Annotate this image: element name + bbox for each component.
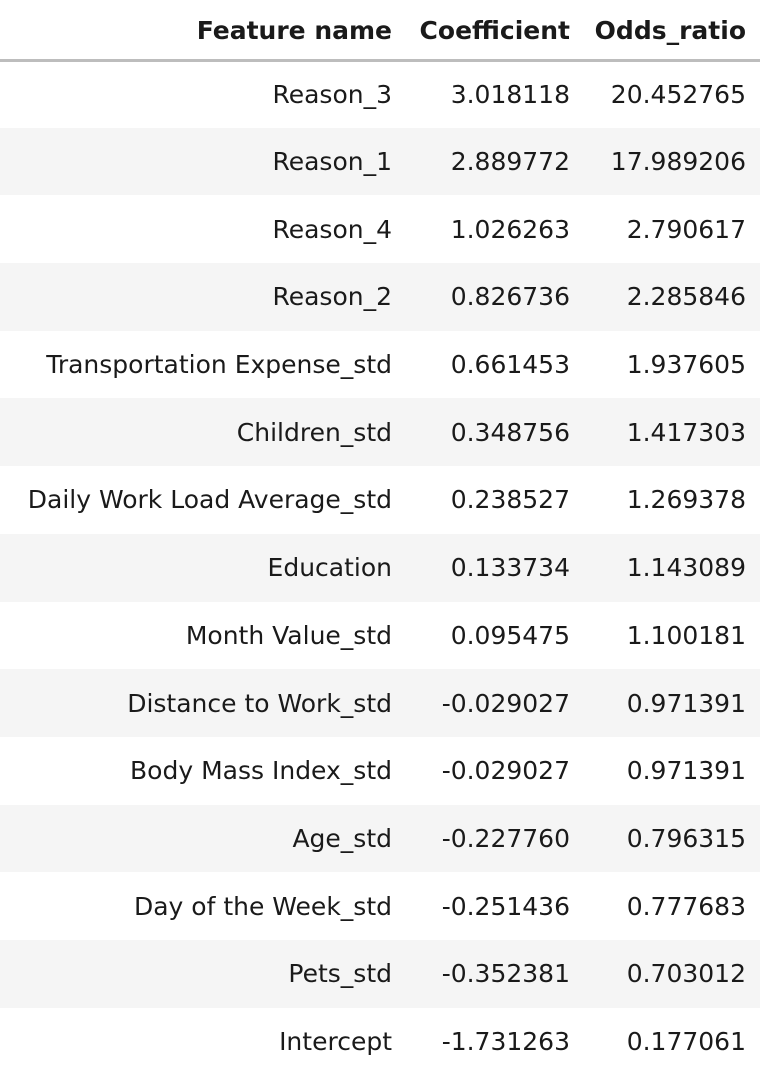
odds-ratio-cell: 0.177061 — [626, 1026, 746, 1056]
odds-ratio-cell: 1.937605 — [626, 350, 746, 380]
table-header: Feature name Coefficient Odds_ratio — [0, 0, 760, 62]
coefficient-cell: 0.238527 — [450, 485, 570, 515]
table-row: Reason_2 0.826736 2.285846 — [0, 263, 760, 331]
table-row: Day of the Week_std -0.251436 0.777683 — [0, 872, 760, 940]
feature-name-cell: Reason_1 — [272, 147, 392, 177]
odds-ratio-cell: 0.971391 — [626, 688, 746, 718]
coefficient-cell: 0.661453 — [450, 350, 570, 380]
odds-ratio-cell: 0.703012 — [626, 959, 746, 989]
feature-name-cell: Distance to Work_std — [127, 688, 392, 718]
odds-ratio-cell: 2.790617 — [626, 214, 746, 244]
table-body: Reason_3 3.018118 20.452765 Reason_1 2.8… — [0, 60, 760, 1075]
coefficient-cell: 2.889772 — [450, 147, 570, 177]
feature-name-cell: Intercept — [279, 1026, 392, 1056]
feature-name-cell: Body Mass Index_std — [130, 756, 392, 786]
odds-ratio-cell: 2.285846 — [626, 282, 746, 312]
feature-name-cell: Education — [267, 553, 392, 583]
feature-name-cell: Reason_3 — [272, 80, 392, 110]
table-row: Intercept -1.731263 0.177061 — [0, 1008, 760, 1076]
table-row: Body Mass Index_std -0.029027 0.971391 — [0, 737, 760, 805]
odds-ratio-cell: 0.777683 — [626, 891, 746, 921]
table-row: Pets_std -0.352381 0.703012 — [0, 939, 760, 1008]
coefficient-cell: -0.251436 — [441, 891, 570, 921]
odds-ratio-cell: 1.100181 — [626, 620, 746, 650]
feature-name-cell: Children_std — [236, 417, 392, 447]
column-header-coefficient: Coefficient — [406, 0, 584, 62]
coefficient-cell: -1.731263 — [441, 1026, 570, 1056]
odds-ratio-cell: 0.796315 — [626, 823, 746, 853]
table-row: Transportation Expense_std 0.661453 1.93… — [0, 331, 760, 399]
coefficient-cell: 0.348756 — [450, 417, 570, 447]
odds-ratio-cell: 17.989206 — [610, 147, 746, 177]
table-row: Month Value_std 0.095475 1.100181 — [0, 602, 760, 670]
table-row: Children_std 0.348756 1.417303 — [0, 398, 760, 467]
header-row: Feature name Coefficient Odds_ratio — [0, 0, 760, 62]
feature-name-cell: Reason_4 — [272, 214, 392, 244]
table-row: Distance to Work_std -0.029027 0.971391 — [0, 669, 760, 737]
odds-ratio-cell: 1.143089 — [626, 553, 746, 583]
feature-name-cell: Daily Work Load Average_std — [27, 485, 392, 515]
coefficient-cell: 0.826736 — [450, 282, 570, 312]
table-row: Reason_3 3.018118 20.452765 — [0, 60, 760, 128]
coefficient-cell: -0.029027 — [441, 688, 570, 718]
coefficient-cell: -0.227760 — [441, 823, 570, 853]
table-row: Reason_1 2.889772 17.989206 — [0, 127, 760, 196]
table-row: Daily Work Load Average_std 0.238527 1.2… — [0, 466, 760, 534]
odds-ratio-cell: 0.971391 — [626, 756, 746, 786]
coefficient-cell: 0.095475 — [450, 620, 570, 650]
table-row: Reason_4 1.026263 2.790617 — [0, 195, 760, 263]
coefficient-cell: 1.026263 — [450, 214, 570, 244]
column-header-odds-ratio: Odds_ratio — [584, 0, 760, 62]
feature-name-cell: Day of the Week_std — [133, 891, 392, 921]
coefficient-cell: 0.133734 — [450, 553, 570, 583]
table-row: Age_std -0.227760 0.796315 — [0, 804, 760, 873]
feature-name-cell: Month Value_std — [185, 620, 392, 650]
feature-name-cell: Age_std — [292, 823, 392, 853]
table-row: Education 0.133734 1.143089 — [0, 533, 760, 602]
odds-ratio-cell: 1.269378 — [626, 485, 746, 515]
odds-ratio-cell: 1.417303 — [626, 417, 746, 447]
feature-name-cell: Transportation Expense_std — [46, 350, 392, 380]
coefficient-cell: -0.352381 — [441, 959, 570, 989]
coefficients-table: Feature name Coefficient Odds_ratio Reas… — [0, 0, 760, 1075]
feature-name-cell: Reason_2 — [272, 282, 392, 312]
coefficient-cell: 3.018118 — [450, 80, 570, 110]
column-header-feature-name: Feature name — [0, 0, 406, 62]
feature-name-cell: Pets_std — [288, 959, 392, 989]
odds-ratio-cell: 20.452765 — [610, 80, 746, 110]
coefficient-cell: -0.029027 — [441, 756, 570, 786]
